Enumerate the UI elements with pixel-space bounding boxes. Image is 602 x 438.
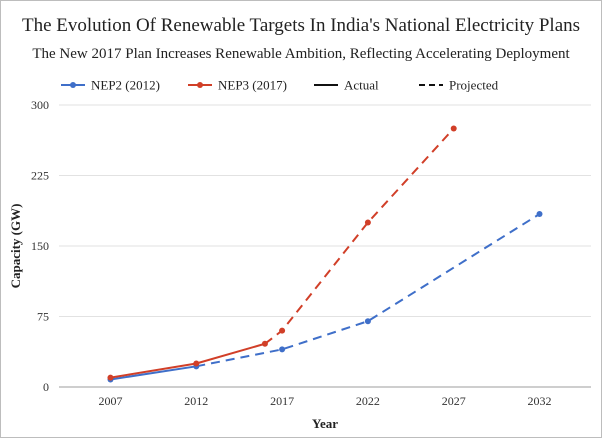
gridlines: [59, 104, 591, 388]
x-tick-label-2012: 2012: [184, 394, 208, 408]
legend-item-1: NEP2 (2012): [61, 78, 160, 93]
series-2-point-2022: [364, 219, 371, 226]
series-1-point-2017: [279, 346, 286, 353]
legend-swatch-marker: [197, 82, 203, 88]
legend-label: NEP2 (2012): [91, 78, 160, 93]
y-tick-label-225: 225: [31, 169, 49, 183]
y-axis-ticks: 0 75 150 225 300: [31, 98, 49, 394]
x-tick-label-2022: 2022: [356, 394, 380, 408]
series-1-point-2032: [536, 211, 543, 218]
legend-item-4: Projected: [419, 78, 499, 93]
chart-subtitle: The New 2017 Plan Increases Renewable Am…: [32, 46, 570, 62]
series-2-point-2027: [450, 125, 457, 132]
series-layer: [107, 125, 543, 383]
legend-label: Projected: [449, 78, 499, 93]
y-tick-label-300: 300: [31, 98, 49, 112]
x-axis-ticks: 2007 2012 2017 2022 2027 2032: [98, 394, 551, 408]
series-1-projected-line: [196, 213, 541, 368]
x-tick-label-2017: 2017: [270, 394, 294, 408]
series-2-projected-line: [264, 127, 455, 345]
series-1-actual-line: [109, 365, 198, 381]
legend-label: NEP3 (2017): [218, 78, 287, 93]
legend-item-2: NEP3 (2017): [188, 78, 287, 93]
chart-title: The Evolution Of Renewable Targets In In…: [22, 15, 580, 36]
series-1-point-2022: [364, 318, 371, 325]
y-axis-title: Capacity (GW): [8, 204, 23, 289]
series-2-point-2007: [107, 374, 114, 381]
x-tick-label-2007: 2007: [98, 394, 122, 408]
y-tick-label-150: 150: [31, 239, 49, 253]
series-2-point-2017: [279, 327, 286, 334]
legend: NEP2 (2012) NEP3 (2017) Actual Projected: [61, 78, 499, 93]
x-axis-title: Year: [312, 416, 338, 431]
x-tick-label-2032: 2032: [528, 394, 552, 408]
legend-item-3: Actual: [314, 78, 379, 93]
series-2-point-2016: [261, 340, 268, 347]
series-2-point-2012: [193, 360, 200, 367]
legend-label: Actual: [344, 78, 379, 93]
y-tick-label-0: 0: [43, 380, 49, 394]
x-tick-label-2027: 2027: [442, 394, 466, 408]
series-2-actual-line: [109, 342, 266, 379]
legend-swatch-marker: [70, 82, 76, 88]
y-tick-label-75: 75: [37, 310, 49, 324]
